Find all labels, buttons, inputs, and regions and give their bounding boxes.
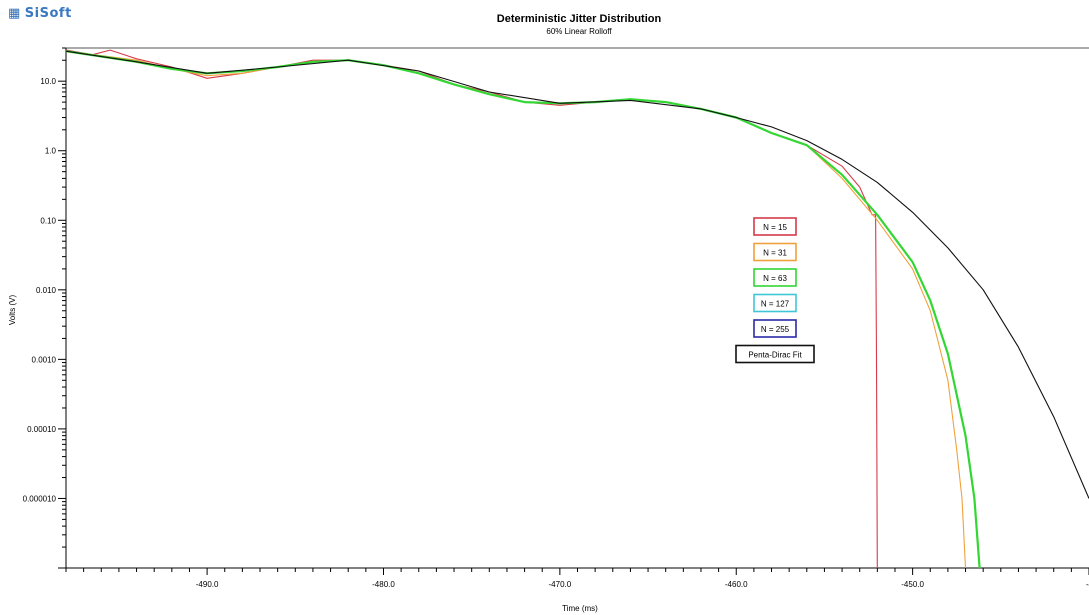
legend-label-5: Penta-Dirac Fit [748,351,802,360]
logo-text: SiSoft [24,6,72,21]
y-tick-label: 10.0 [40,77,56,86]
series-line-2 [65,50,981,569]
y-tick-label: 0.000010 [23,494,57,503]
legend-box-1 [753,242,797,262]
logo-mark-icon: ▦ [8,6,21,21]
legend-box-0 [753,217,797,236]
legend-label-2: N = 63 [763,274,787,283]
x-axis-label: Time (ms) [562,604,598,613]
x-tick-label: -460.0 [725,580,748,589]
chart-subtitle: 60% Linear Rolloff [546,27,612,36]
y-tick-label: 0.10 [40,216,56,225]
chart-title: Deterministic Jitter Distribution [497,13,662,25]
x-tick-label-clipped: -4 [1086,580,1089,589]
y-tick-label: 0.00010 [27,425,56,434]
legend-box-2 [753,268,797,287]
y-tick-label: 0.0010 [32,355,57,364]
legend-box-5 [735,344,815,364]
legend-label-0: N = 15 [763,223,787,232]
x-tick-label: -450.0 [901,580,924,589]
legend-box-4 [753,319,797,338]
x-tick-label: -490.0 [196,580,219,589]
y-tick-label: 0.010 [36,286,57,295]
series-line-5 [65,50,1089,499]
series-line-1 [65,50,967,569]
y-axis-label: Volts (V) [8,295,17,326]
legend-label-4: N = 255 [761,325,790,334]
legend-box-3 [753,293,797,313]
legend-label-1: N = 31 [763,249,787,258]
sisoft-logo: ▦ SiSoft [8,6,72,21]
legend-label-3: N = 127 [761,300,790,309]
x-tick-label: -480.0 [372,580,395,589]
y-tick-label: 1.0 [45,147,57,156]
x-tick-label: -470.0 [549,580,572,589]
